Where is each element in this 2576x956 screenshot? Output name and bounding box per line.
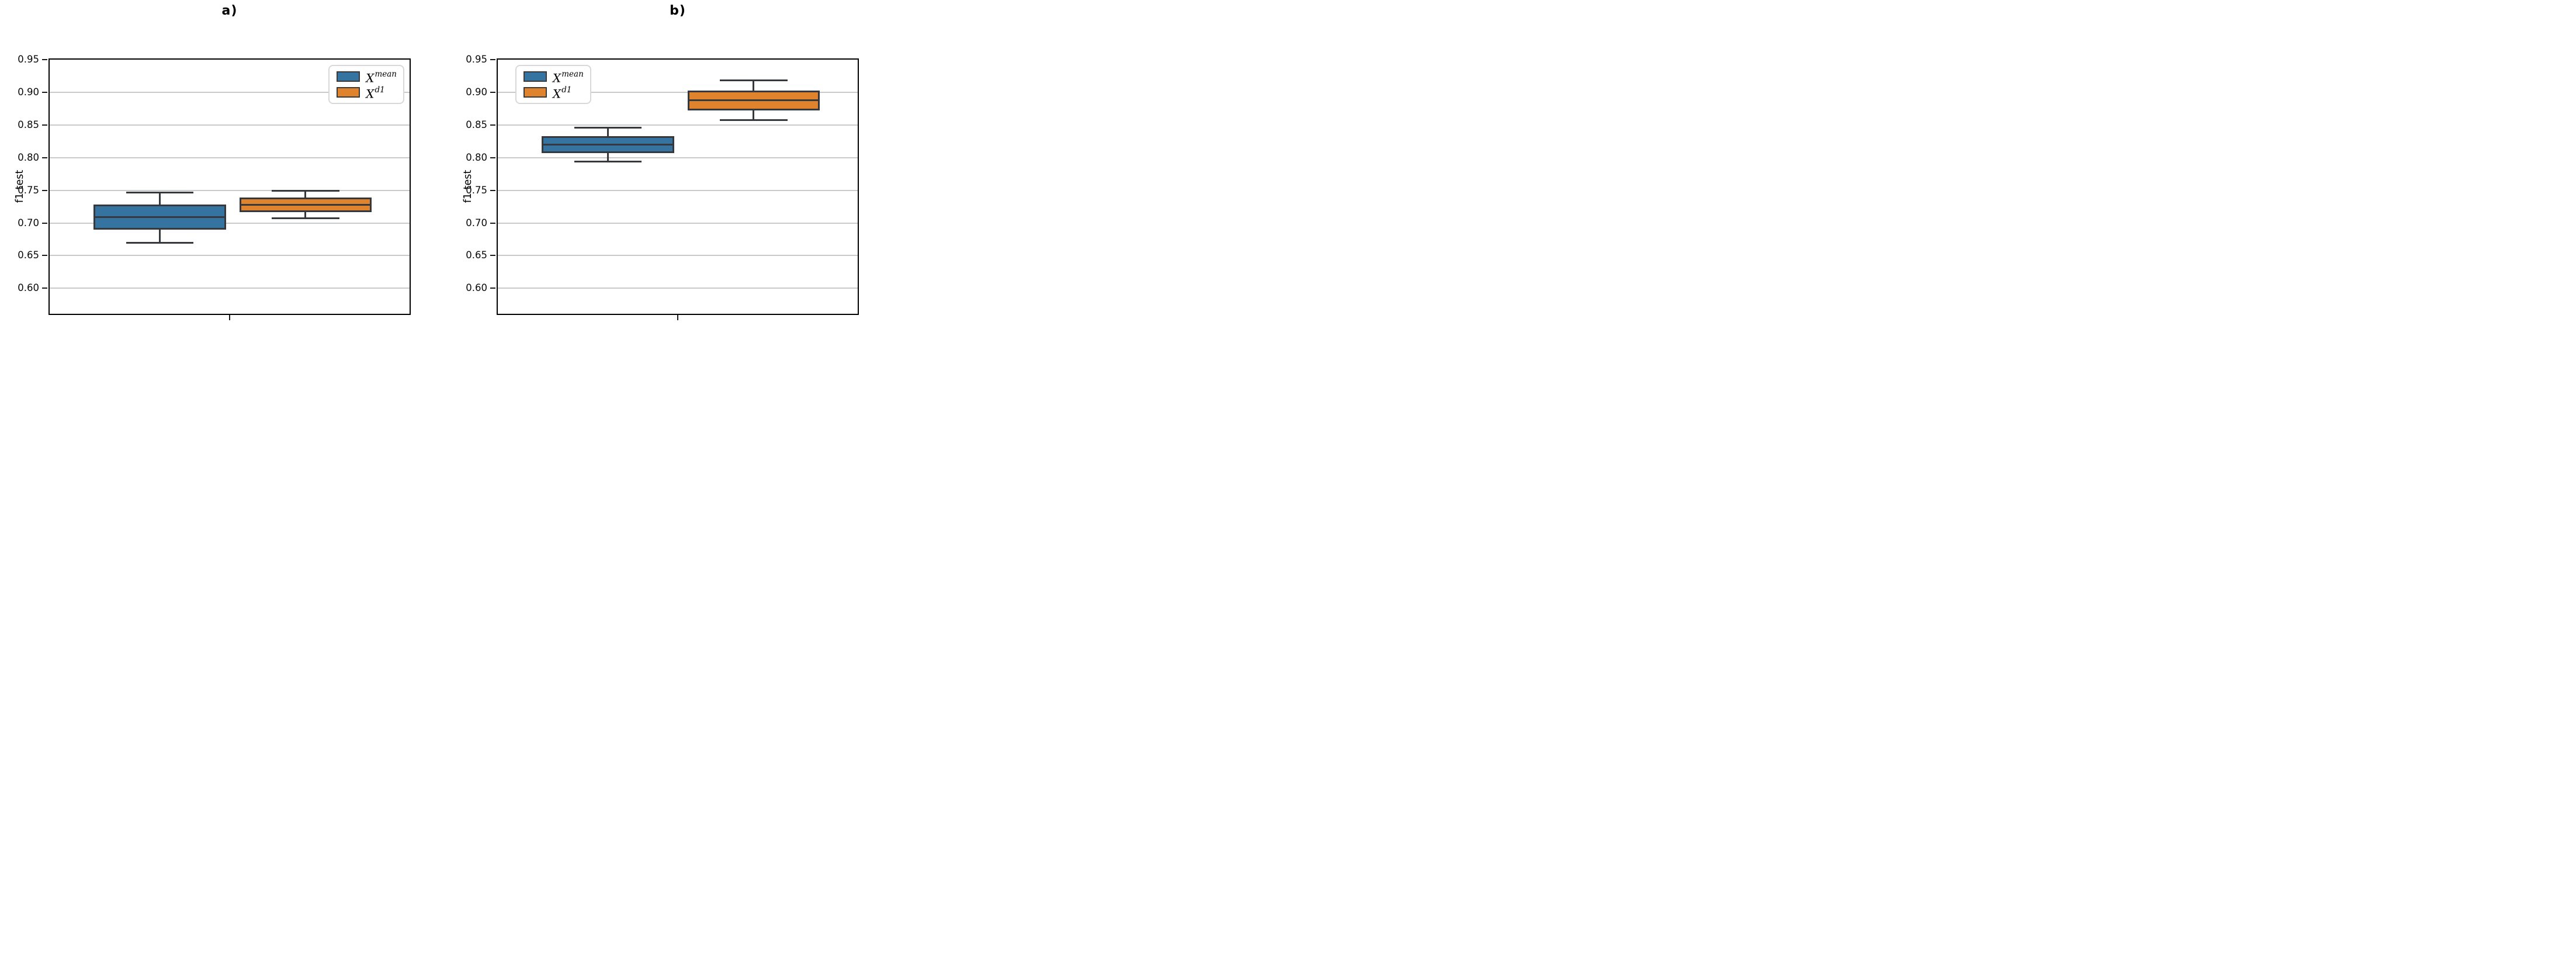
y-tick-mark xyxy=(42,124,47,126)
whisker-stem-upper-X^d1 xyxy=(753,80,755,91)
whisker-stem-lower-X^mean xyxy=(606,153,609,162)
y-gridline xyxy=(498,255,858,257)
y-tick-label: 0.95 xyxy=(466,54,487,65)
legend-label: Xmean xyxy=(366,69,397,85)
y-gridline xyxy=(498,157,858,158)
y-tick-mark xyxy=(490,59,495,60)
y-gridline xyxy=(50,288,410,289)
y-tick-mark xyxy=(490,189,495,191)
legend-swatch-icon xyxy=(523,87,547,98)
median-line-X^d1 xyxy=(687,99,820,101)
y-tick-label: 0.90 xyxy=(18,86,39,98)
legend-label: Xd1 xyxy=(553,85,572,101)
y-gridline xyxy=(50,189,410,191)
whisker-stem-lower-X^d1 xyxy=(753,110,755,120)
whisker-stem-lower-X^d1 xyxy=(304,212,307,219)
y-tick-label: 0.85 xyxy=(466,119,487,130)
whisker-cap-lower-X^d1 xyxy=(272,217,339,220)
y-tick-label: 0.65 xyxy=(466,250,487,261)
panel-a-legend: Xmean Xd1 xyxy=(328,65,404,104)
y-tick-mark xyxy=(490,222,495,224)
y-tick-label: 0.70 xyxy=(18,217,39,228)
whisker-cap-upper-X^mean xyxy=(126,191,194,193)
y-gridline xyxy=(498,288,858,289)
whisker-cap-lower-X^mean xyxy=(574,160,642,162)
y-tick-label: 0.85 xyxy=(18,119,39,130)
y-tick-label: 0.95 xyxy=(18,54,39,65)
y-tick-mark xyxy=(490,288,495,289)
legend-label: Xd1 xyxy=(366,85,385,101)
y-tick-mark xyxy=(42,255,47,257)
y-gridline xyxy=(498,124,858,126)
y-tick-mark xyxy=(42,59,47,60)
y-tick-mark xyxy=(490,157,495,158)
whisker-stem-upper-X^d1 xyxy=(304,190,307,198)
median-line-X^d1 xyxy=(239,203,372,206)
y-gridline xyxy=(50,91,410,93)
y-gridline xyxy=(50,124,410,126)
whisker-stem-upper-X^mean xyxy=(606,127,609,136)
whisker-stem-upper-X^mean xyxy=(158,192,161,205)
y-tick-label: 0.60 xyxy=(466,282,487,294)
y-tick-mark xyxy=(42,189,47,191)
legend-entry-X^d1: Xd1 xyxy=(523,85,583,101)
legend-swatch-icon xyxy=(523,71,547,82)
legend-swatch-icon xyxy=(337,87,360,98)
y-tick-label: 0.80 xyxy=(18,151,39,163)
y-tick-mark xyxy=(490,124,495,126)
median-line-X^mean xyxy=(93,216,226,218)
x-tick-mark xyxy=(229,315,230,320)
y-gridline xyxy=(50,255,410,257)
whisker-cap-lower-X^d1 xyxy=(720,119,788,122)
panel-b-legend: Xmean Xd1 xyxy=(515,65,591,104)
median-line-X^mean xyxy=(542,143,674,146)
y-gridline xyxy=(50,157,410,158)
y-gridline xyxy=(50,222,410,224)
y-tick-label: 0.60 xyxy=(18,282,39,294)
y-tick-mark xyxy=(490,91,495,93)
y-tick-mark xyxy=(42,288,47,289)
y-tick-mark xyxy=(42,222,47,224)
whisker-stem-lower-X^mean xyxy=(158,229,161,243)
panel-a-title: a) xyxy=(221,4,238,18)
figure-canvas: { "figure": { "background": "#ffffff", "… xyxy=(0,0,859,320)
y-tick-label: 0.70 xyxy=(466,217,487,228)
panel-b-title: b) xyxy=(670,4,686,18)
panel-b-plot-area: f1 test Xmean Xd1 0.95 0.90 0.85 0.80 0.75 0.7… xyxy=(462,54,859,320)
panel-a-plot-area: f1 test Xmean Xd1 0.95 0.90 0.85 0.80 0.75 0.7… xyxy=(14,54,411,320)
whisker-cap-lower-X^mean xyxy=(126,241,194,244)
whisker-cap-upper-X^d1 xyxy=(720,79,788,82)
x-tick-mark xyxy=(677,315,678,320)
legend-entry-X^mean: Xmean xyxy=(523,69,584,85)
legend-label: Xmean xyxy=(553,69,584,85)
y-tick-mark xyxy=(42,91,47,93)
y-gridline xyxy=(498,222,858,224)
y-tick-mark xyxy=(490,255,495,257)
y-tick-label: 0.80 xyxy=(466,151,487,163)
y-tick-label: 0.90 xyxy=(466,86,487,98)
whisker-cap-upper-X^d1 xyxy=(272,190,339,192)
y-tick-label: 0.75 xyxy=(466,184,487,196)
legend-entry-X^d1: Xd1 xyxy=(337,85,396,101)
y-tick-mark xyxy=(42,157,47,158)
y-gridline xyxy=(498,91,858,93)
y-gridline xyxy=(498,189,858,191)
whisker-cap-upper-X^mean xyxy=(574,126,642,129)
legend-swatch-icon xyxy=(337,71,360,82)
y-tick-label: 0.75 xyxy=(18,184,39,196)
y-tick-label: 0.65 xyxy=(18,250,39,261)
legend-entry-X^mean: Xmean xyxy=(337,69,397,85)
